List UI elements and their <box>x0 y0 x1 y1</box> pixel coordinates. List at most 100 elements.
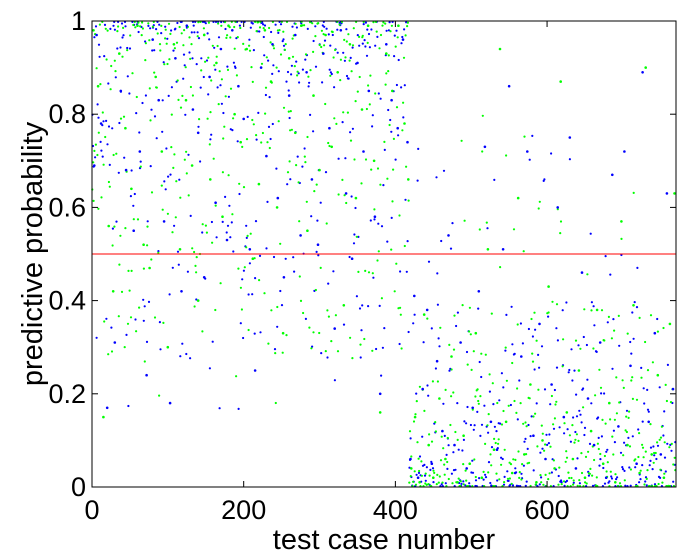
dense-point <box>176 21 179 25</box>
dense-point <box>436 303 439 306</box>
dense-point <box>211 241 214 244</box>
dense-point <box>659 436 663 439</box>
dense-point <box>323 39 327 42</box>
dense-point <box>448 369 451 372</box>
dense-point <box>623 441 626 444</box>
scatter-point <box>124 126 127 130</box>
dense-point <box>290 128 293 131</box>
dense-point <box>221 220 224 223</box>
dense-point <box>148 39 151 42</box>
dense-point <box>274 23 277 26</box>
dense-point <box>415 473 418 476</box>
scatter-point <box>421 387 425 391</box>
dense-point <box>164 28 167 31</box>
dense-point <box>213 46 216 49</box>
dense-point <box>503 475 506 478</box>
dense-point <box>263 54 266 57</box>
dense-point <box>137 21 140 24</box>
dense-point <box>338 23 341 26</box>
dense-point <box>251 118 254 122</box>
dense-point <box>456 311 459 314</box>
dense-point <box>400 86 403 89</box>
dense-point <box>623 479 626 482</box>
dense-point <box>500 423 504 426</box>
dense-point <box>341 121 344 124</box>
dense-point <box>118 263 121 266</box>
dense-point <box>166 37 169 40</box>
dense-point <box>306 27 309 30</box>
dense-point <box>222 137 225 140</box>
dense-point <box>591 484 595 487</box>
scatter-point <box>231 29 234 32</box>
dense-point <box>485 221 488 224</box>
dense-point <box>486 227 489 230</box>
dense-point <box>265 247 268 250</box>
dense-point <box>223 21 227 24</box>
dense-point <box>121 36 124 39</box>
scatter-point <box>397 24 400 28</box>
dense-point <box>499 266 502 269</box>
dense-point <box>390 24 393 27</box>
dense-point <box>157 251 160 254</box>
scatter-point <box>656 373 660 377</box>
dense-point <box>132 23 135 27</box>
dense-point <box>103 23 107 26</box>
dense-point <box>521 342 525 345</box>
scatter-point <box>328 126 331 130</box>
dense-point <box>358 44 361 47</box>
scatter-point <box>577 369 581 372</box>
dense-point <box>366 28 369 31</box>
dense-point <box>435 483 438 486</box>
dense-point <box>625 430 629 434</box>
dense-point <box>172 166 175 169</box>
dense-point <box>385 29 388 32</box>
dense-point <box>377 222 380 225</box>
dense-point <box>92 199 95 202</box>
scatter-point <box>257 182 261 186</box>
dense-point <box>252 49 255 52</box>
dense-point <box>147 300 151 303</box>
scatter-point <box>432 476 435 480</box>
dense-point <box>191 247 194 250</box>
dense-point <box>332 56 335 59</box>
dense-point <box>398 342 401 346</box>
dense-point <box>345 201 348 205</box>
dense-point <box>642 456 645 459</box>
dense-point <box>382 184 385 187</box>
dense-point <box>179 355 182 358</box>
dense-point <box>135 95 138 99</box>
dense-point <box>201 231 204 234</box>
x-tick-label: 0 <box>84 495 99 525</box>
dense-point <box>198 118 201 121</box>
dense-point <box>127 404 130 408</box>
dense-point <box>552 459 556 462</box>
dense-point <box>293 270 296 273</box>
dense-point <box>563 432 566 435</box>
dense-point <box>117 315 120 318</box>
dense-point <box>184 113 187 116</box>
dense-point <box>541 447 544 450</box>
scatter-point <box>111 290 115 293</box>
dense-point <box>151 25 154 28</box>
dense-point <box>189 214 192 217</box>
scatter-point <box>574 467 578 470</box>
dense-point <box>386 240 389 243</box>
scatter-point <box>523 453 526 456</box>
dense-point <box>204 224 207 227</box>
scatter-point <box>166 345 170 349</box>
dense-point <box>526 447 529 450</box>
dense-point <box>620 237 623 240</box>
dense-point <box>423 474 427 477</box>
dense-point <box>130 169 133 172</box>
scatter-point <box>93 164 96 167</box>
dense-point <box>641 443 644 446</box>
scatter-point <box>119 89 123 93</box>
dense-point <box>491 382 494 385</box>
dense-point <box>635 398 639 401</box>
dense-point <box>640 376 643 379</box>
dense-point <box>378 304 381 307</box>
scatter-point <box>287 57 291 60</box>
dense-point <box>139 160 142 163</box>
dense-point <box>634 466 637 469</box>
dense-point <box>604 422 607 425</box>
